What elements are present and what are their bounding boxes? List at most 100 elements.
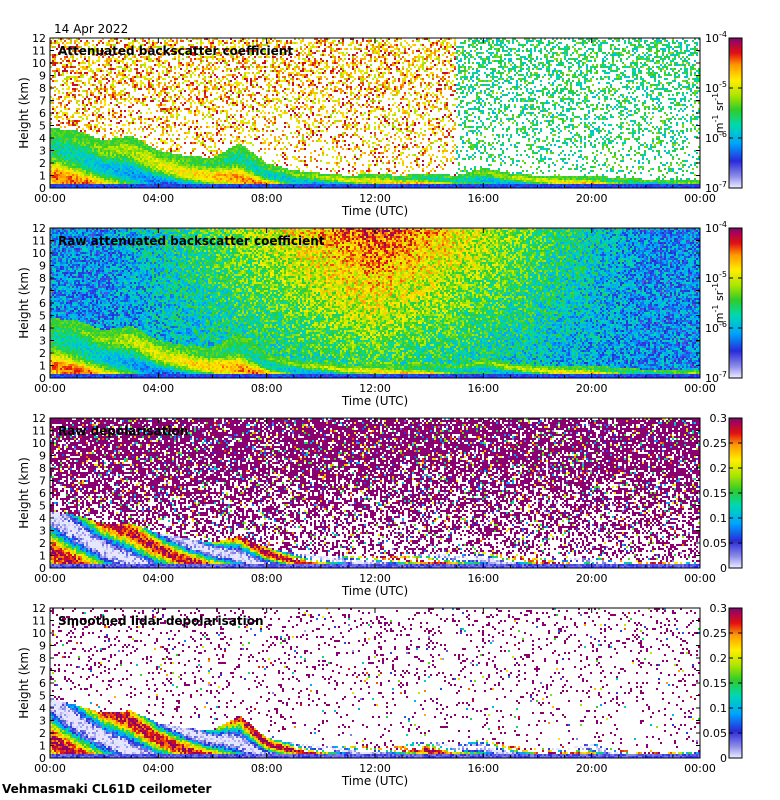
colorbar	[728, 227, 743, 379]
y-tick-label: 4	[39, 702, 46, 715]
y-tick-label: 9	[39, 260, 46, 273]
colorbar-tick-label: 0.25	[703, 627, 728, 640]
panel-title: Smoothed lidar depolarisation	[58, 614, 264, 628]
x-axis-label: Time (UTC)	[341, 204, 408, 218]
y-tick-label: 2	[39, 347, 46, 360]
x-axis-label: Time (UTC)	[341, 774, 408, 788]
y-tick-label: 4	[39, 512, 46, 525]
colorbar-tick-label: 0.3	[710, 412, 728, 425]
y-tick-label: 6	[39, 297, 46, 310]
colorbar	[728, 37, 743, 189]
heatmap-image	[50, 418, 700, 568]
y-tick-label: 7	[39, 665, 46, 678]
panel-1: Attenuated backscatter coefficient012345…	[17, 30, 743, 218]
y-tick-label: 9	[39, 450, 46, 463]
y-tick-label: 1	[39, 170, 46, 183]
x-tick-label: 16:00	[467, 192, 499, 205]
y-tick-label: 8	[39, 272, 46, 285]
colorbar-tick-label: 0.15	[703, 487, 728, 500]
x-tick-label: 00:00	[34, 762, 66, 775]
x-tick-label: 08:00	[251, 762, 283, 775]
y-tick-label: 8	[39, 652, 46, 665]
colorbar-tick-label: 10-7	[705, 180, 727, 195]
x-tick-label: 04:00	[142, 192, 174, 205]
x-tick-label: 20:00	[576, 572, 608, 585]
x-tick-label: 00:00	[684, 192, 716, 205]
y-tick-label: 1	[39, 740, 46, 753]
y-tick-label: 5	[39, 690, 46, 703]
panel-title: Raw depolarisation	[58, 424, 188, 438]
x-tick-label: 20:00	[576, 192, 608, 205]
x-tick-label: 00:00	[34, 192, 66, 205]
colorbar-tick-label: 10-4	[705, 30, 727, 45]
y-tick-label: 0	[39, 562, 46, 575]
y-tick-label: 12	[32, 412, 46, 425]
y-tick-label: 3	[39, 335, 46, 348]
x-tick-label: 04:00	[142, 382, 174, 395]
colorbar-unit-label: m-1 sr-1	[711, 283, 726, 323]
y-axis-label: Height (km)	[17, 77, 31, 148]
y-tick-label: 12	[32, 222, 46, 235]
panel-2: Raw attenuated backscatter coefficient01…	[17, 220, 743, 408]
x-tick-label: 04:00	[142, 762, 174, 775]
colorbar-tick-label: 0.2	[710, 462, 728, 475]
x-tick-label: 08:00	[251, 192, 283, 205]
heatmap-image	[50, 228, 700, 378]
colorbar-tick-label: 10-6	[705, 130, 727, 145]
x-tick-label: 12:00	[359, 382, 391, 395]
y-tick-label: 11	[32, 425, 46, 438]
y-tick-label: 11	[32, 235, 46, 248]
y-tick-label: 0	[39, 372, 46, 385]
y-tick-label: 8	[39, 82, 46, 95]
x-tick-label: 20:00	[576, 762, 608, 775]
y-axis-label: Height (km)	[17, 457, 31, 528]
y-tick-label: 3	[39, 145, 46, 158]
y-tick-label: 3	[39, 525, 46, 538]
x-axis-label: Time (UTC)	[341, 394, 408, 408]
y-tick-label: 6	[39, 677, 46, 690]
y-tick-label: 11	[32, 45, 46, 58]
y-tick-label: 1	[39, 550, 46, 563]
y-tick-label: 2	[39, 157, 46, 170]
y-tick-label: 10	[32, 57, 46, 70]
x-tick-label: 16:00	[467, 382, 499, 395]
x-tick-label: 00:00	[684, 382, 716, 395]
x-tick-label: 12:00	[359, 572, 391, 585]
x-tick-label: 04:00	[142, 572, 174, 585]
y-tick-label: 0	[39, 182, 46, 195]
x-tick-label: 12:00	[359, 192, 391, 205]
colorbar-tick-label: 0.05	[703, 537, 728, 550]
y-tick-label: 5	[39, 310, 46, 323]
colorbar-tick-label: 0.1	[710, 512, 728, 525]
y-tick-label: 9	[39, 70, 46, 83]
y-tick-label: 7	[39, 475, 46, 488]
x-tick-label: 16:00	[467, 762, 499, 775]
colorbar-unit-label: m-1 sr-1	[711, 93, 726, 133]
x-tick-label: 00:00	[34, 382, 66, 395]
y-tick-label: 12	[32, 32, 46, 45]
colorbar-tick-label: 10-6	[705, 320, 727, 335]
y-tick-label: 6	[39, 487, 46, 500]
x-tick-label: 12:00	[359, 762, 391, 775]
x-tick-label: 08:00	[251, 382, 283, 395]
x-tick-label: 00:00	[684, 572, 716, 585]
heatmap-image	[50, 608, 700, 758]
panel-title: Raw attenuated backscatter coefficient	[58, 234, 325, 248]
colorbar-tick-label: 10-4	[705, 220, 727, 235]
y-tick-label: 7	[39, 95, 46, 108]
y-tick-label: 9	[39, 640, 46, 653]
y-axis-label: Height (km)	[17, 267, 31, 338]
y-tick-label: 7	[39, 285, 46, 298]
heatmap-image	[50, 38, 700, 188]
y-tick-label: 10	[32, 437, 46, 450]
y-tick-label: 1	[39, 360, 46, 373]
y-tick-label: 11	[32, 615, 46, 628]
colorbar-tick-label: 10-7	[705, 370, 727, 385]
x-tick-label: 08:00	[251, 572, 283, 585]
colorbar-tick-label: 0	[720, 752, 727, 765]
y-tick-label: 2	[39, 537, 46, 550]
x-tick-label: 20:00	[576, 382, 608, 395]
y-tick-label: 12	[32, 602, 46, 615]
